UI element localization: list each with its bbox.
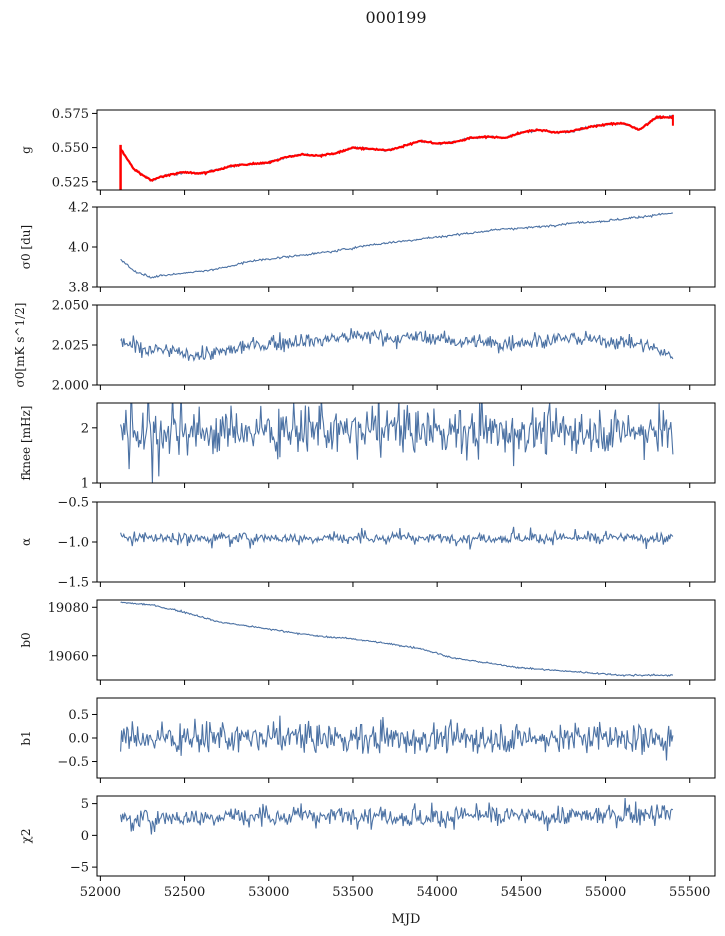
panel-5-ytick-label-1: 19080	[48, 601, 89, 616]
panel-0-frame	[96, 109, 716, 191]
xtick-label-2: 53000	[248, 885, 289, 900]
panel-4-ylabel: α	[19, 538, 33, 546]
panel-2-frame	[96, 304, 716, 386]
panel-1-ytick-label-2: 4.2	[68, 201, 89, 216]
figure-title: 000199	[365, 8, 426, 27]
panel-7-frame	[96, 795, 716, 877]
xtick-label-0: 52000	[80, 885, 121, 900]
xtick-label-3: 53500	[332, 885, 373, 900]
xtick-label-4: 54000	[416, 885, 457, 900]
panel-5-frame	[96, 599, 716, 681]
panel-0-ytick-label-2: 0.575	[52, 107, 89, 122]
panel-1-ytick-label-1: 4.0	[68, 241, 89, 256]
panel-6-ytick-label-2: 0.5	[68, 708, 89, 723]
panel-6-ylabel: b1	[19, 730, 33, 745]
panel-1-ytick-label-0: 3.8	[68, 281, 89, 296]
panel-0-ytick-label-1: 0.550	[52, 141, 89, 156]
panel-7-ytick-label-0: −5	[70, 861, 89, 876]
panel-2-series-0-line	[120, 328, 674, 362]
panel-0-series-1-line	[119, 115, 673, 182]
panel-1-ylabel: σ0 [du]	[19, 225, 33, 269]
panel-5-ytick-label-0: 19060	[48, 649, 89, 664]
panel-3-ytick-label-0: 1	[81, 477, 89, 492]
panel-0-ylabel: g	[19, 146, 33, 154]
panel-3-series-0-line	[120, 403, 674, 483]
panel-3-frame	[96, 402, 716, 484]
x-axis-label: MJD	[392, 912, 421, 927]
panel-3-ylabel: fknee [mHz]	[19, 406, 33, 481]
xtick-label-6: 55000	[585, 885, 626, 900]
panel-6-frame	[96, 697, 716, 779]
panel-2-ytick-label-1: 2.025	[52, 339, 89, 354]
panel-2-ytick-label-2: 2.050	[52, 299, 89, 314]
panel-0-ytick-label-0: 0.525	[52, 175, 89, 190]
panel-2-ytick-label-0: 2.000	[52, 379, 89, 394]
panel-4-ytick-label-2: −0.5	[57, 496, 89, 511]
panel-2-ylabel: σ0[mK s^1/2]	[13, 303, 27, 388]
panel-1-series-0-line	[120, 212, 673, 279]
panel-4-ytick-label-0: −1.5	[57, 576, 89, 591]
panel-7-series-0-line	[120, 797, 674, 835]
panel-6-ytick-label-1: 0.0	[68, 732, 89, 747]
panel-3-ytick-label-1: 2	[81, 421, 89, 436]
panel-5-ylabel: b0	[19, 632, 33, 647]
xtick-label-1: 52500	[164, 885, 205, 900]
xtick-label-5: 54500	[501, 885, 542, 900]
xtick-label-7: 55500	[669, 885, 710, 900]
panel-7-ylabel: χ2	[19, 829, 33, 844]
panel-5-series-0-line	[120, 601, 674, 677]
panel-7-ytick-label-1: 0	[81, 829, 89, 844]
panel-7-ytick-label-2: 5	[81, 797, 89, 812]
panel-4-ytick-label-1: −1.0	[57, 536, 89, 551]
panel-6-series-0-line	[120, 715, 674, 761]
panel-6-ytick-label-0: −0.5	[57, 755, 89, 770]
panel-4-series-0-line	[120, 526, 674, 550]
